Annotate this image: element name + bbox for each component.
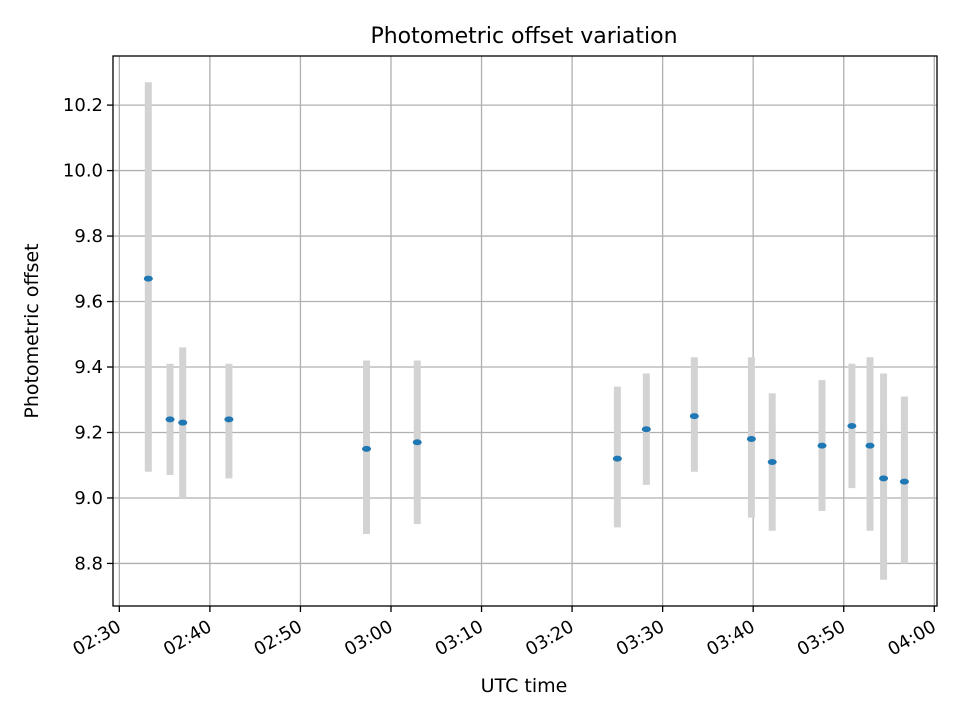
data-point xyxy=(879,475,889,482)
chart-title: Photometric offset variation xyxy=(370,24,677,49)
y-axis-ticks: 8.8 9.0 9.2 9.4 9.6 9.8 10.0 10.2 xyxy=(63,95,113,574)
y-tick-label: 9.8 xyxy=(74,226,103,247)
data-point xyxy=(817,442,827,449)
data-point xyxy=(641,426,651,433)
y-tick-label: 10.2 xyxy=(63,95,103,116)
data-point xyxy=(412,439,422,446)
x-axis-label: UTC time xyxy=(481,675,568,697)
data-point xyxy=(178,419,188,426)
data-point xyxy=(899,478,909,485)
data-point xyxy=(362,445,372,452)
y-axis-label: Photometric offset xyxy=(21,243,43,418)
data-point xyxy=(143,275,153,282)
y-tick-label: 9.2 xyxy=(74,422,103,443)
y-tick-label: 9.0 xyxy=(74,488,103,509)
data-point xyxy=(689,413,699,420)
data-point xyxy=(746,436,756,443)
data-point xyxy=(865,442,875,449)
y-tick-label: 9.4 xyxy=(74,357,103,378)
data-points xyxy=(143,275,909,485)
data-point xyxy=(224,416,234,423)
y-tick-label: 10.0 xyxy=(63,161,103,182)
data-point xyxy=(767,458,777,465)
data-point xyxy=(847,422,857,429)
data-point xyxy=(165,416,175,423)
y-tick-label: 8.8 xyxy=(74,553,103,574)
grid xyxy=(113,56,937,606)
plot-frame xyxy=(112,55,938,607)
y-tick-label: 9.6 xyxy=(74,292,103,313)
data-point xyxy=(612,455,622,462)
